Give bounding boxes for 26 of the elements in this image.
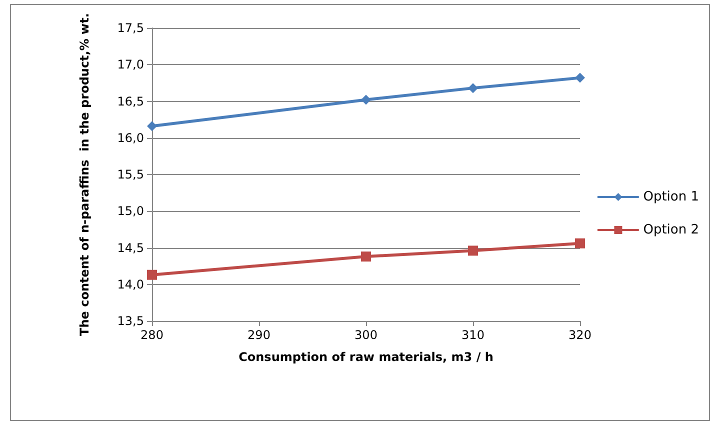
- y-tick-label: 17,0: [117, 58, 144, 72]
- legend-label: Option 2: [643, 222, 700, 238]
- y-tick-label: 13,5: [117, 314, 144, 328]
- point: [575, 238, 585, 248]
- point: [361, 252, 371, 262]
- y-tick-label: 15,0: [117, 204, 144, 218]
- point: [468, 83, 478, 94]
- y-tick-label: 16,0: [117, 130, 144, 145]
- x-tick-label: 320: [568, 328, 592, 342]
- point: [575, 72, 585, 83]
- y-tick-label: 14,5: [117, 240, 144, 255]
- y-tick-label: 17,5: [117, 21, 144, 35]
- point: [147, 121, 157, 132]
- point: [147, 270, 157, 280]
- x-tick-label: 280: [140, 328, 164, 342]
- point: [361, 94, 371, 105]
- y-tick-label: 14,0: [117, 277, 144, 292]
- y-tick-label: 16,5: [117, 94, 144, 108]
- x-tick-label: 310: [462, 328, 484, 342]
- x-tick-label: 300: [354, 328, 378, 342]
- point: [468, 246, 478, 256]
- y-tick-label: 15,5: [117, 168, 144, 182]
- x-tick-label: 290: [248, 328, 270, 342]
- x-axis-title: Consumption of raw materials, m3 / h: [238, 350, 494, 364]
- legend-label: Option 1: [643, 190, 700, 204]
- y-axis-title: The content of n-paraffins in the product,% wt.: [78, 13, 92, 336]
